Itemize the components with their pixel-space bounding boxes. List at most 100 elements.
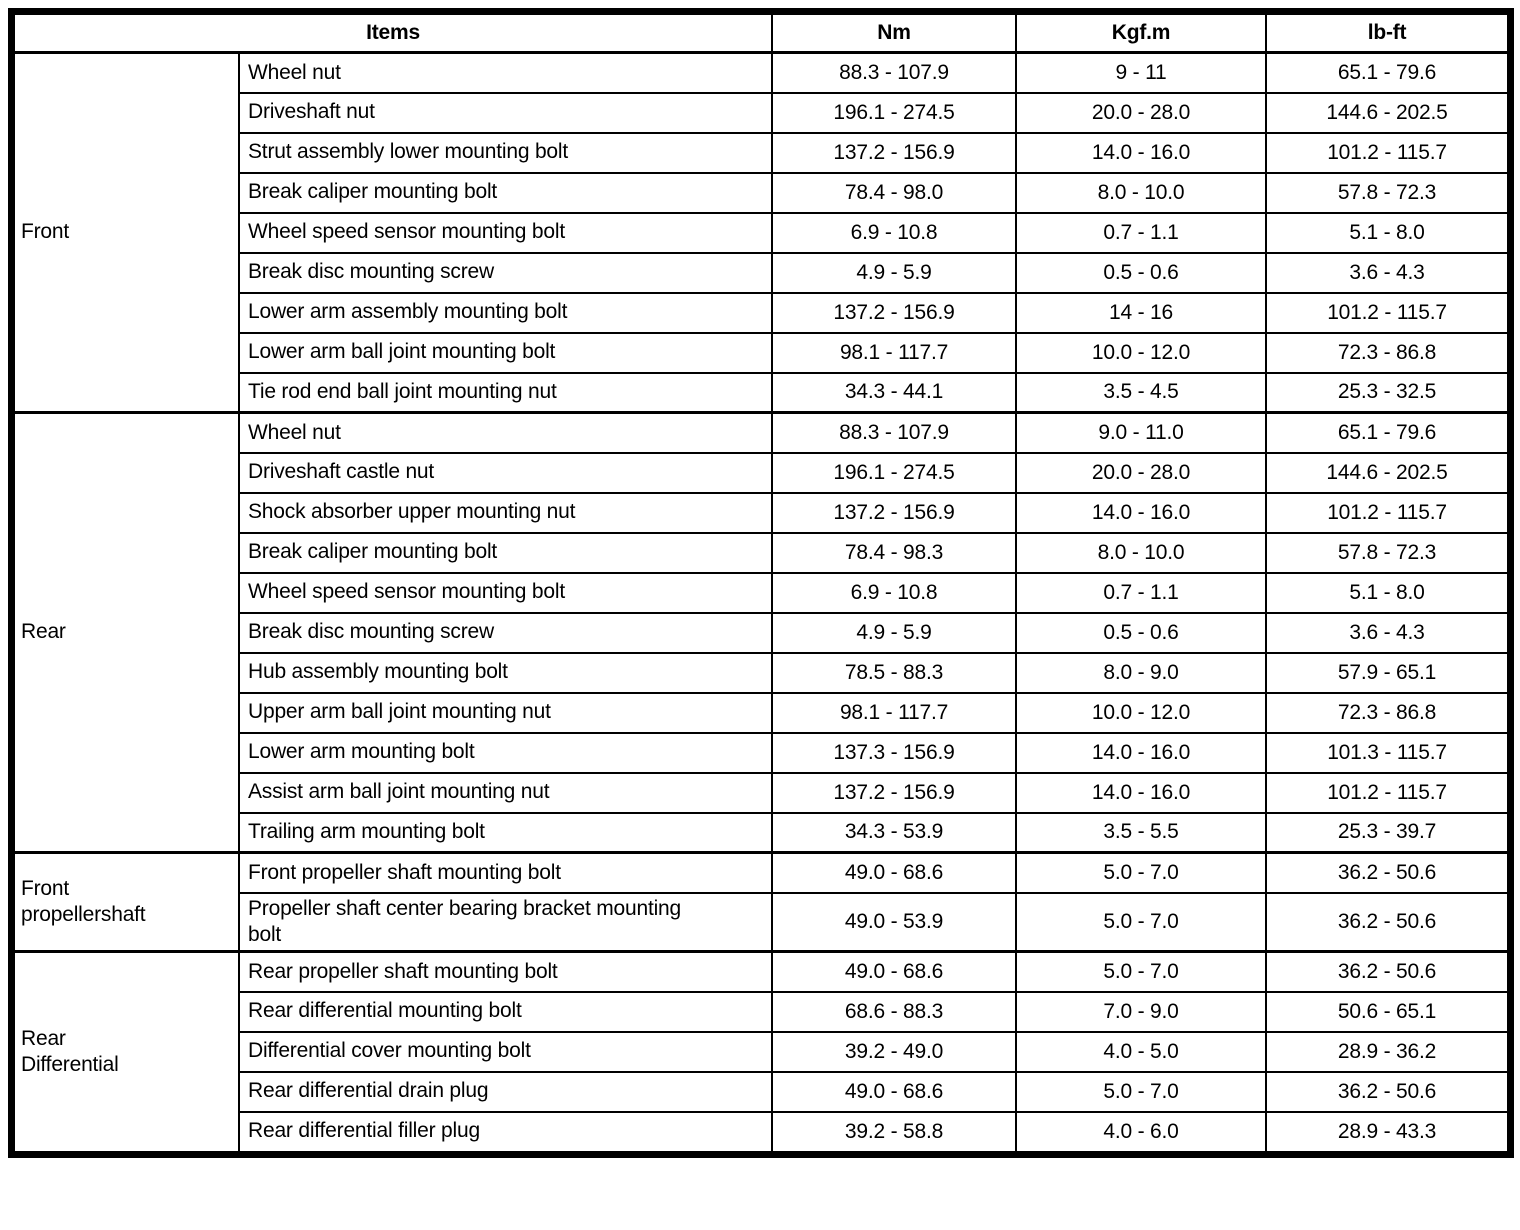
item-cell: Assist arm ball joint mounting nut [237, 771, 774, 814]
nm-cell: 34.3 - 44.1 [771, 371, 1018, 414]
kgfm-cell: 20.0 - 28.0 [1015, 451, 1268, 494]
table-row: Lower arm mounting bolt 137.3 - 156.9 14.0… [14, 731, 1510, 774]
table-row: Break disc mounting screw 4.9 - 5.9 0.5 - … [14, 611, 1510, 654]
table-row: Tie rod end ball joint mounting nut 34.3 … [14, 371, 1510, 414]
kgfm-cell: 14 - 16 [1015, 291, 1268, 334]
lbft-cell: 101.2 - 115.7 [1265, 291, 1510, 334]
nm-cell: 39.2 - 49.0 [771, 1030, 1018, 1073]
nm-cell: 4.9 - 5.9 [771, 611, 1018, 654]
kgfm-cell: 4.0 - 6.0 [1015, 1110, 1268, 1153]
lbft-cell: 65.1 - 79.6 [1265, 411, 1510, 454]
item-label: Rear differential drain plug [248, 1079, 489, 1103]
kgfm-cell: 14.0 - 16.0 [1015, 771, 1268, 814]
item-label: Wheel nut [248, 420, 341, 444]
nm-cell: 49.0 - 68.6 [771, 851, 1018, 894]
kgfm-cell: 8.0 - 10.0 [1015, 531, 1268, 574]
kgfm-cell: 5.0 - 7.0 [1015, 950, 1268, 993]
lbft-cell: 5.1 - 8.0 [1265, 571, 1510, 614]
item-cell: Shock absorber upper mounting nut [237, 491, 774, 534]
category-cell: Rear Differential [13, 950, 240, 1153]
lbft-cell: 144.6 - 202.5 [1265, 451, 1510, 494]
item-label: Propeller shaft center bearing bracket m… [248, 896, 682, 946]
table-row: Driveshaft castle nut 196.1 - 274.5 20.0 -… [14, 451, 1510, 494]
item-label: Lower arm ball joint mounting bolt [248, 340, 556, 364]
item-label: Lower arm mounting bolt [248, 740, 475, 764]
lbft-cell: 36.2 - 50.6 [1265, 950, 1510, 993]
nm-cell: 137.2 - 156.9 [771, 491, 1018, 534]
category-cell: Rear [13, 411, 240, 854]
nm-cell: 88.3 - 107.9 [771, 51, 1018, 94]
lbft-cell: 57.8 - 72.3 [1265, 171, 1510, 214]
lbft-cell: 65.1 - 79.6 [1265, 51, 1510, 94]
nm-cell: 49.0 - 53.9 [771, 891, 1018, 953]
item-cell: Rear propeller shaft mounting bolt [237, 950, 774, 993]
item-label: Wheel speed sensor mounting bolt [248, 580, 565, 604]
table-row: Wheel speed sensor mounting bolt 6.9 - 10… [14, 571, 1510, 614]
lbft-cell: 3.6 - 4.3 [1265, 251, 1510, 294]
lbft-cell: 3.6 - 4.3 [1265, 611, 1510, 654]
item-label: Wheel nut [248, 60, 341, 84]
table-row: Trailing arm mounting bolt 34.3 - 53.9 3.5… [14, 811, 1510, 854]
kgfm-cell: 5.0 - 7.0 [1015, 1070, 1268, 1113]
kgfm-cell: 0.5 - 0.6 [1015, 251, 1268, 294]
item-label: Wheel speed sensor mounting bolt [248, 220, 565, 244]
item-label: Tie rod end ball joint mounting nut [248, 380, 557, 404]
table-row: Rear differential drain plug 49.0 - 68.6 5… [14, 1070, 1510, 1113]
nm-cell: 196.1 - 274.5 [771, 451, 1018, 494]
table-row: Break caliper mounting bolt 78.4 - 98.3 8.… [14, 531, 1510, 574]
lbft-cell: 28.9 - 43.3 [1265, 1110, 1510, 1153]
lbft-cell: 57.9 - 65.1 [1265, 651, 1510, 694]
lbft-cell: 57.8 - 72.3 [1265, 531, 1510, 574]
kgfm-cell: 7.0 - 9.0 [1015, 990, 1268, 1033]
kgfm-cell: 3.5 - 5.5 [1015, 811, 1268, 854]
lbft-cell: 25.3 - 32.5 [1265, 371, 1510, 414]
item-label: Break caliper mounting bolt [248, 540, 498, 564]
item-label: Driveshaft nut [248, 100, 375, 124]
table-row: Differential cover mounting bolt 39.2 - 4… [14, 1030, 1510, 1073]
item-cell: Wheel speed sensor mounting bolt [237, 571, 774, 614]
table-row: Rear differential mounting bolt 68.6 - 88… [14, 990, 1510, 1033]
table-row: Hub assembly mounting bolt 78.5 - 88.3 8.0… [14, 651, 1510, 694]
item-label: Rear propeller shaft mounting bolt [248, 959, 558, 983]
item-label: Shock absorber upper mounting nut [248, 500, 576, 524]
item-label: Driveshaft castle nut [248, 460, 435, 484]
table-row: Shock absorber upper mounting nut 137.2 -… [14, 491, 1510, 534]
table-row: Break caliper mounting bolt 78.4 - 98.0 8.… [14, 171, 1510, 214]
lbft-cell: 25.3 - 39.7 [1265, 811, 1510, 854]
nm-cell: 137.2 - 156.9 [771, 291, 1018, 334]
table-body: Front Wheel nut 88.3 - 107.9 9 - 11 65.1 - 7… [13, 51, 1510, 1153]
lbft-cell: 144.6 - 202.5 [1265, 91, 1510, 134]
table-row: Propeller shaft center bearing bracket m… [14, 891, 1510, 953]
item-label: Assist arm ball joint mounting nut [248, 780, 550, 804]
table-row: Lower arm assembly mounting bolt 137.2 - … [14, 291, 1510, 334]
lbft-cell: 36.2 - 50.6 [1265, 1070, 1510, 1113]
kgfm-cell: 9.0 - 11.0 [1015, 411, 1268, 454]
header-items: Items [12, 13, 774, 54]
nm-cell: 78.4 - 98.0 [771, 171, 1018, 214]
item-cell: Differential cover mounting bolt [237, 1030, 774, 1073]
item-cell: Propeller shaft center bearing bracket m… [237, 891, 774, 953]
item-cell: Lower arm ball joint mounting bolt [237, 331, 774, 374]
kgfm-cell: 20.0 - 28.0 [1015, 91, 1268, 134]
item-label: Differential cover mounting bolt [248, 1039, 531, 1063]
nm-cell: 98.1 - 117.7 [771, 691, 1018, 734]
table-row: Strut assembly lower mounting bolt 137.2 … [14, 131, 1510, 174]
nm-cell: 34.3 - 53.9 [771, 811, 1018, 854]
nm-cell: 4.9 - 5.9 [771, 251, 1018, 294]
table-row: Wheel speed sensor mounting bolt 6.9 - 10… [14, 211, 1510, 254]
lbft-cell: 101.3 - 115.7 [1265, 731, 1510, 774]
table-row: Rear Differential Rear propeller shaft mo… [13, 950, 1510, 1153]
header-lbft: lb-ft [1265, 13, 1510, 54]
table-header: Items Nm Kgf.m lb-ft [12, 13, 1510, 54]
lbft-cell: 5.1 - 8.0 [1265, 211, 1510, 254]
category-cell: Front propellershaft [13, 851, 240, 953]
kgfm-cell: 14.0 - 16.0 [1015, 131, 1268, 174]
item-label: Break disc mounting screw [248, 620, 494, 644]
item-cell: Driveshaft nut [237, 91, 774, 134]
table-row: Front Wheel nut 88.3 - 107.9 9 - 11 65.1 - 7… [13, 51, 1510, 414]
item-cell: Tie rod end ball joint mounting nut [237, 371, 774, 414]
item-cell: Break disc mounting screw [237, 611, 774, 654]
table-row: Upper arm ball joint mounting nut 98.1 - … [14, 691, 1510, 734]
lbft-cell: 72.3 - 86.8 [1265, 691, 1510, 734]
nm-cell: 49.0 - 68.6 [771, 1070, 1018, 1113]
